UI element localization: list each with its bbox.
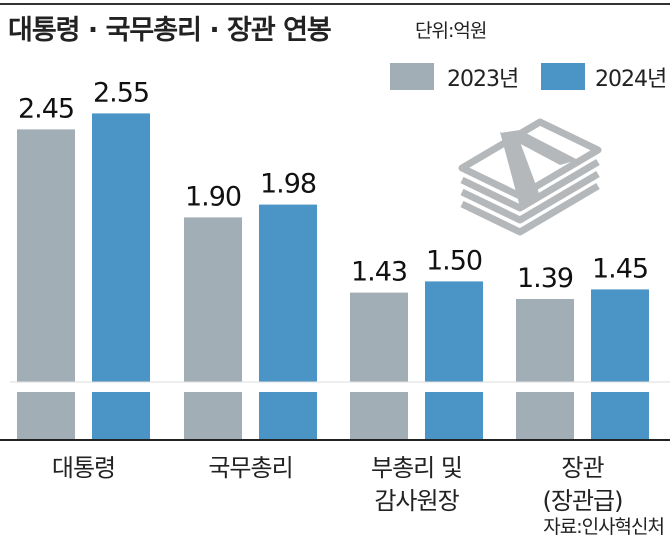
legend-label-2024: 2024년 — [595, 67, 667, 92]
bar-2024년-3 — [591, 289, 649, 440]
bar-2024년-1 — [259, 204, 317, 440]
source-note: 자료:인사혁신처 — [543, 516, 665, 538]
legend-swatch-2024 — [541, 63, 585, 90]
category-label: 국무총리 — [208, 454, 292, 482]
category-label: 부총리 및 — [371, 454, 462, 482]
category-label: 대통령 — [52, 454, 115, 482]
legend-swatch-2023 — [390, 63, 434, 90]
legend-label-2023: 2023년 — [447, 67, 519, 92]
data-label: 1.98 — [260, 169, 316, 200]
data-label: 2.55 — [93, 77, 149, 108]
data-label: 2.45 — [18, 93, 74, 124]
data-label: 1.90 — [185, 181, 241, 212]
axis-break-gap — [0, 382, 670, 392]
category-label: 장관 — [561, 454, 604, 482]
category-label: 감사원장 — [374, 487, 459, 515]
bar-2023년-0 — [17, 129, 75, 440]
category-label: (장관급) — [543, 487, 623, 515]
top-rule — [0, 3, 670, 5]
chart-title: 대통령 · 국무총리 · 장관 연봉 — [8, 15, 332, 46]
money-stack-icon — [458, 118, 602, 236]
data-label: 1.45 — [592, 253, 648, 284]
bar-2024년-2 — [425, 281, 483, 440]
unit-label: 단위:억원 — [415, 20, 487, 42]
bar-2023년-2 — [350, 292, 408, 440]
data-label: 1.50 — [426, 245, 482, 276]
bar-2023년-1 — [184, 217, 242, 440]
bar-2023년-3 — [516, 299, 574, 440]
data-label: 1.43 — [351, 257, 407, 288]
data-label: 1.39 — [517, 263, 573, 294]
